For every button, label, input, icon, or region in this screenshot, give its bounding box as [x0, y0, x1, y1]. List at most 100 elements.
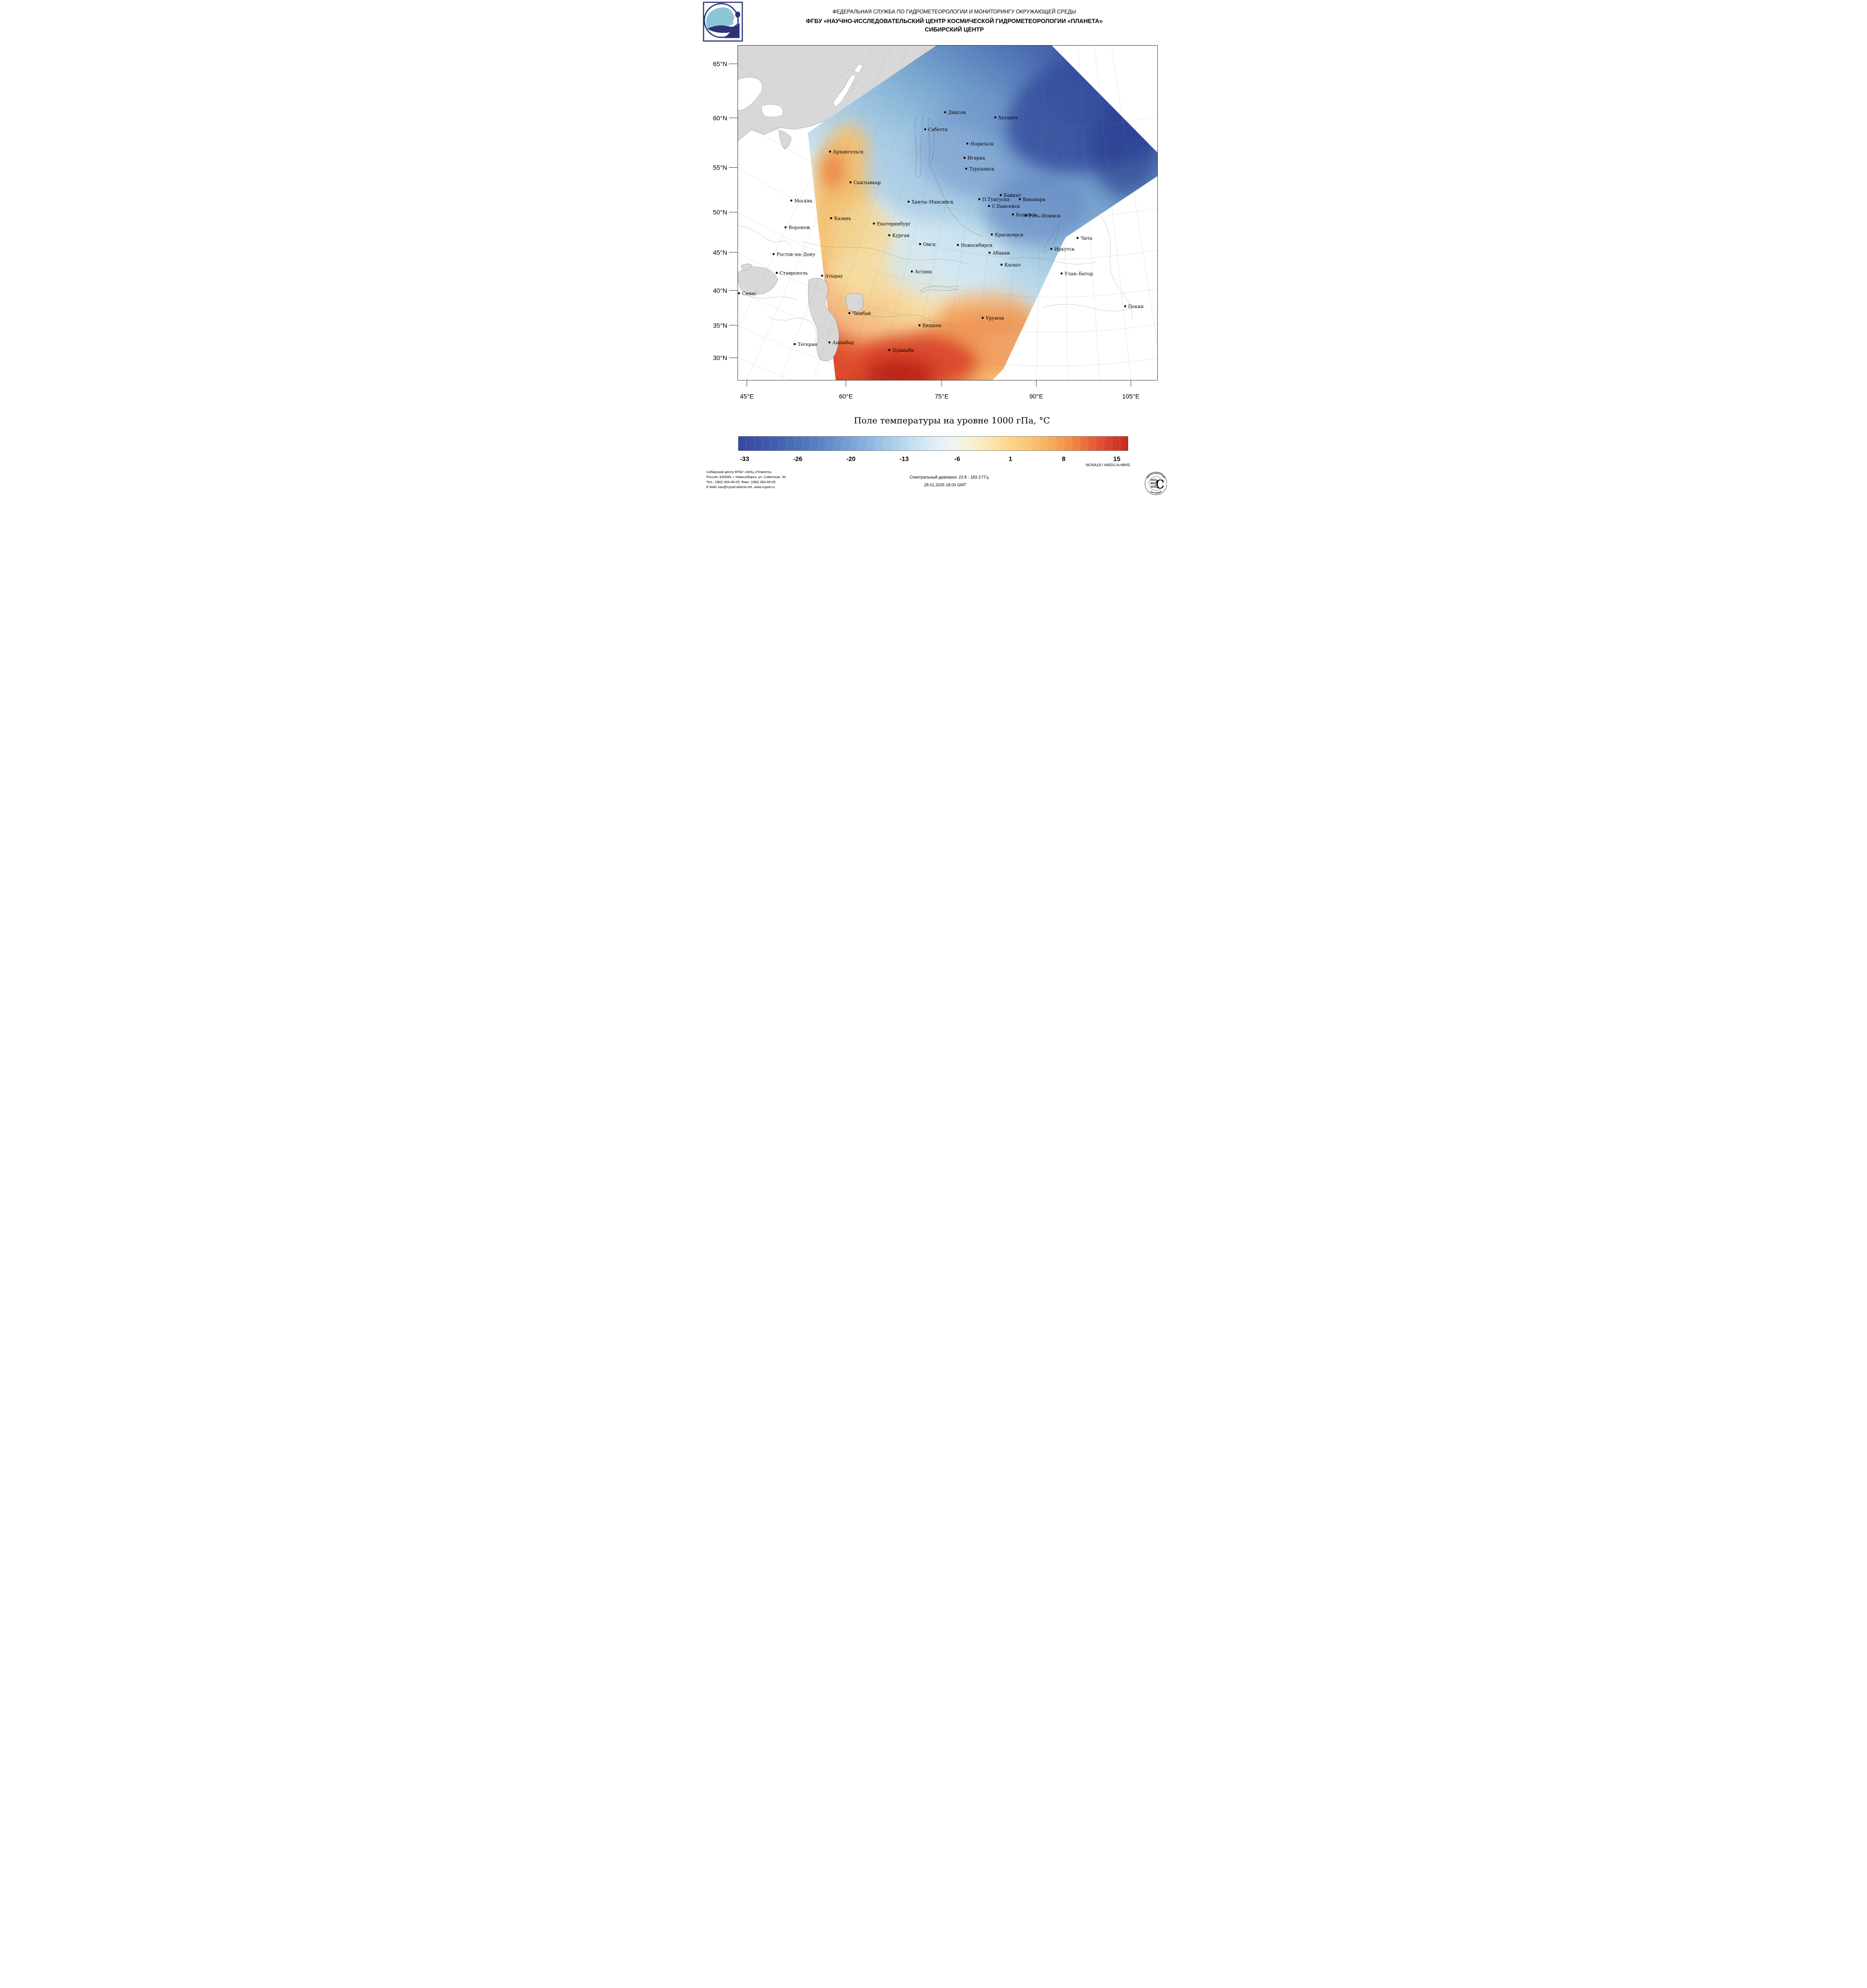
- longitude-label: 105°E: [1122, 393, 1140, 400]
- city-label: Астана: [915, 270, 932, 275]
- city-dot-icon: [775, 272, 778, 274]
- city-marker: П.Тунгуска: [978, 197, 1010, 202]
- meridian-line: [738, 45, 874, 330]
- latitude-label: 35°N: [713, 322, 727, 329]
- city-label: Тегеран: [798, 342, 817, 347]
- iso-line2: 9001: [1150, 483, 1157, 485]
- colorbar-gradient: [738, 436, 1128, 451]
- city-dot-icon: [790, 199, 793, 202]
- city-dot-icon: [988, 252, 991, 254]
- city-label: С.Енисейск: [992, 204, 1020, 209]
- city-marker: Душанбе: [888, 348, 914, 353]
- sea-white-sea: [779, 129, 792, 149]
- colorbar-tick-label: -20: [846, 455, 856, 462]
- city-dot-icon: [888, 349, 891, 351]
- city-dot-icon: [924, 128, 926, 130]
- meridian-line: [779, 45, 909, 381]
- city-dot-icon: [1025, 214, 1027, 217]
- observation-datetime: 28.01.2025 18:00 GMT: [924, 483, 966, 487]
- city-dot-icon: [978, 198, 980, 201]
- city-label: Москва: [794, 199, 813, 204]
- city-marker: Игарка: [963, 156, 985, 161]
- meridian-line: [910, 45, 978, 381]
- city-marker: Абакан: [988, 251, 1010, 256]
- city-marker: Сыктывкар: [849, 180, 881, 185]
- colorbar-tick-label: 8: [1062, 455, 1066, 462]
- border-west-russia: [738, 225, 790, 247]
- city-label: Екатеринбург: [877, 221, 911, 227]
- land-scandinavia: [738, 77, 763, 111]
- city-marker: Бишкек: [918, 324, 942, 329]
- meridian-line: [813, 45, 927, 381]
- city-label: Ванавара: [1023, 197, 1046, 202]
- city-dot-icon: [981, 317, 984, 319]
- city-dot-icon: [828, 341, 830, 344]
- city-label: Туруханск: [969, 167, 995, 172]
- city-marker: Сивас: [738, 291, 757, 296]
- city-label: Атырау: [825, 274, 843, 279]
- city-label: Бишкек: [923, 324, 942, 329]
- colorbar-tick-label: 15: [1113, 455, 1120, 462]
- org-line-1: ФЕДЕРАЛЬНАЯ СЛУЖБА ПО ГИДРОМЕТЕОРОЛОГИИ …: [832, 9, 1076, 15]
- latitude-label: 45°N: [713, 249, 727, 256]
- meridian-line: [1036, 45, 1045, 381]
- city-dot-icon: [1060, 272, 1063, 275]
- map-frame: [738, 45, 1158, 381]
- city-label: Улан–Батор: [1065, 272, 1093, 277]
- iso-line1: ИСО: [1150, 479, 1156, 482]
- latitude-label: 40°N: [713, 287, 727, 294]
- city-label: Сабетта: [928, 128, 948, 133]
- colorbar: -33 -26 -20 -13 -6 1 8 15: [738, 436, 1128, 462]
- sea-azov: [741, 263, 753, 271]
- city-marker: Усть–Илимск: [1025, 214, 1061, 219]
- city-label: Душанбе: [892, 348, 914, 353]
- city-dot-icon: [918, 324, 921, 326]
- city-marker: Иркутск: [1050, 247, 1075, 252]
- meridian-line: [941, 45, 995, 381]
- city-label: Пекин: [1128, 304, 1144, 309]
- city-marker: Архангельск: [829, 149, 864, 155]
- longitude-axis: 45°E 60°E 75°E 90°E 105°E: [740, 380, 1140, 400]
- meridian-line: [846, 45, 944, 381]
- city-label: Сивас: [742, 291, 757, 296]
- city-label: Ставрополь: [780, 271, 808, 276]
- city-marker: Курган: [888, 233, 910, 238]
- city-marker: Атырау: [821, 274, 843, 279]
- legend: Поле температуры на уровне 1000 гПа, °C …: [738, 416, 1128, 462]
- planeta-logo: [703, 1, 743, 42]
- city-dot-icon: [1050, 248, 1052, 250]
- city-label: Ростов–на–Дону: [777, 252, 815, 257]
- city-label: Чимбай: [852, 311, 871, 316]
- city-marker: Улан–Батор: [1060, 272, 1093, 277]
- latitude-label: 65°N: [713, 60, 727, 67]
- longitude-label: 45°E: [740, 393, 754, 400]
- city-label: Кызыл: [1005, 263, 1021, 268]
- city-marker: Норильск: [966, 142, 994, 147]
- iso-9001-stamp: С ИСО 9001 -2015 ДОБРОСОВЕСТНЫЙ ПОСТАВЩИ…: [1145, 472, 1167, 495]
- city-marker: Урумчи: [981, 316, 1004, 321]
- meridian-line: [747, 45, 892, 381]
- city-marker: Диксон: [944, 110, 966, 115]
- meridian-line: [878, 45, 961, 381]
- logo-wave-icon: [707, 23, 737, 33]
- city-label: Чита: [1081, 236, 1093, 241]
- city-dot-icon: [1076, 237, 1079, 239]
- city-marker: Кызыл: [1001, 263, 1021, 268]
- city-label: Казань: [834, 216, 851, 221]
- city-label: П.Тунгуска: [982, 197, 1010, 202]
- city-dot-icon: [1124, 305, 1126, 308]
- city-dot-icon: [957, 244, 959, 246]
- meridian-line: [1111, 45, 1158, 347]
- meridian-line: [1078, 45, 1100, 381]
- city-marker: Москва: [790, 199, 812, 204]
- city-dot-icon: [1001, 263, 1003, 266]
- city-markers: Диксон Хатанга Сабетта Норильск Игарка Туруха…: [738, 110, 1144, 353]
- colorbar-tick-label: 1: [1009, 455, 1012, 462]
- city-dot-icon: [965, 167, 967, 170]
- city-marker: Казань: [830, 216, 851, 221]
- weather-map-product: ФЕДЕРАЛЬНАЯ СЛУЖБА ПО ГИДРОМЕТЕОРОЛОГИИ …: [700, 0, 1167, 497]
- meridian-line: [1094, 45, 1131, 381]
- org-line-3: СИБИРСКИЙ ЦЕНТР: [925, 26, 984, 33]
- meridian-line: [1061, 45, 1068, 381]
- city-label: Воронеж: [789, 226, 810, 231]
